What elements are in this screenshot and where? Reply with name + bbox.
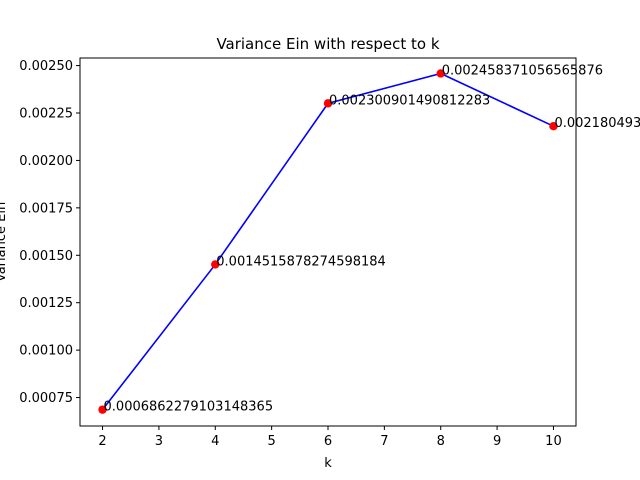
y-tick-label: 0.00250	[19, 59, 73, 74]
x-axis-label: k	[324, 456, 332, 471]
data-label: 0.0014515878274598184	[216, 254, 386, 269]
x-tick-label: 9	[493, 434, 501, 449]
x-tick-label: 6	[324, 434, 332, 449]
x-tick-label: 3	[155, 434, 163, 449]
data-point	[98, 405, 107, 414]
x-tick-label: 5	[267, 434, 275, 449]
data-label: 0.0006862279103148365	[104, 400, 274, 415]
data-point	[211, 260, 220, 269]
x-axis: 2 3 4 5 6 7 8 9 10	[98, 426, 562, 449]
y-tick-label: 0.00200	[19, 154, 73, 169]
data-point	[436, 69, 445, 78]
data-label: 0.002180493	[554, 116, 640, 131]
x-tick-label: 10	[545, 434, 562, 449]
x-tick-label: 2	[98, 434, 106, 449]
y-tick-label: 0.00100	[19, 344, 73, 359]
y-axis-label: Variance Ein	[0, 202, 9, 282]
y-axis: 0.00075 0.00100 0.00125 0.00150 0.00175 0.002…	[19, 59, 80, 406]
data-labels: 0.0006862279103148365 0.00145158782745981…	[104, 63, 640, 414]
x-tick-label: 8	[437, 434, 445, 449]
plot-area	[98, 69, 558, 414]
y-tick-label: 0.00125	[19, 296, 73, 311]
y-tick-label: 0.00075	[19, 391, 73, 406]
x-tick-label: 7	[380, 434, 388, 449]
data-label: 0.002300901490812283	[329, 93, 490, 108]
data-point	[549, 121, 558, 131]
y-tick-label: 0.00225	[19, 107, 73, 122]
data-point	[323, 99, 333, 108]
x-tick-label: 4	[211, 434, 219, 449]
chart-title: Variance Ein with respect to k	[216, 35, 439, 53]
y-tick-label: 0.00175	[19, 201, 73, 216]
y-tick-label: 0.00150	[19, 249, 73, 264]
data-label: 0.002458371056565876	[442, 63, 603, 78]
